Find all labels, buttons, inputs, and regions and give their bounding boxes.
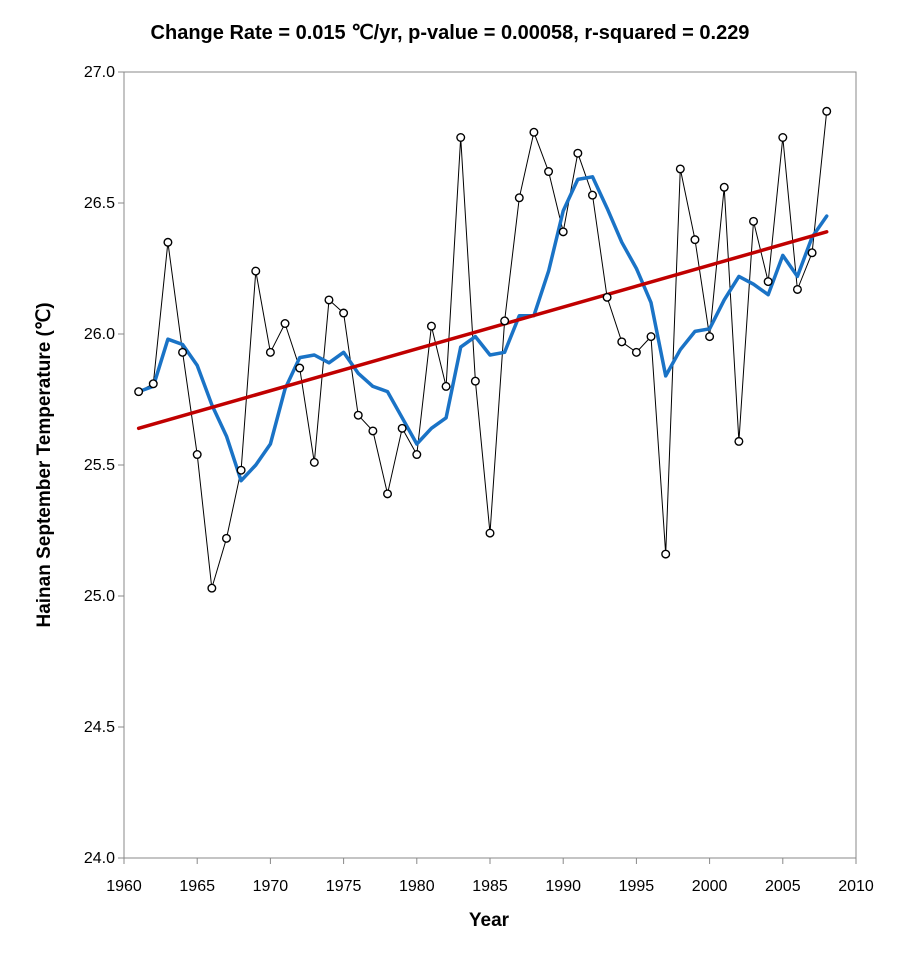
trend-series (136, 230, 829, 431)
data-point-marker (412, 450, 422, 460)
data-point-marker (426, 321, 436, 331)
data-point-marker (368, 426, 378, 436)
observed-series (138, 111, 828, 589)
data-point-marker (646, 332, 656, 342)
data-point-marker (265, 347, 275, 357)
data-point-marker (163, 237, 173, 247)
y-tick-label: 24.5 (84, 719, 115, 736)
y-tick-label: 26.5 (84, 195, 115, 212)
data-point-marker (573, 148, 583, 158)
plot-frame (123, 71, 857, 859)
trend-line (136, 230, 829, 431)
data-point-marker (456, 132, 466, 142)
x-tick-label: 1990 (545, 878, 581, 895)
y-tick-label: 25.5 (84, 457, 115, 474)
y-tick-label: 27.0 (84, 64, 115, 81)
x-tick-label: 1965 (179, 878, 215, 895)
x-tick-label: 2000 (692, 878, 728, 895)
y-axis-ticks: 24.0 24.5 25.0 25.5 26.0 26.5 27.0 (84, 64, 124, 867)
data-point-marker (236, 465, 246, 475)
data-point-marker (295, 363, 305, 373)
data-point-marker (192, 450, 202, 460)
data-point-marker (544, 167, 554, 177)
chart-title: Change Rate = 0.015 ℃/yr, p-value = 0.00… (151, 22, 750, 44)
data-point-marker (339, 308, 349, 318)
data-point-marker (690, 235, 700, 245)
data-point-marker (134, 387, 144, 397)
data-point-marker (587, 190, 597, 200)
x-tick-label: 2010 (838, 878, 874, 895)
data-point-marker (309, 457, 319, 467)
data-point-marker (661, 549, 671, 559)
x-tick-label: 1985 (472, 878, 508, 895)
smoothed-series (136, 175, 829, 483)
data-point-marker (807, 248, 817, 258)
x-tick-label: 1970 (253, 878, 289, 895)
data-point-marker (734, 436, 744, 446)
y-tick-label: 25.0 (84, 588, 115, 605)
observed-line (138, 111, 828, 589)
data-point-marker (617, 337, 627, 347)
data-point-marker (514, 193, 524, 203)
data-point-marker (441, 381, 451, 391)
data-point-marker (719, 182, 729, 192)
data-point-marker (485, 528, 495, 538)
observed-markers (134, 106, 832, 593)
data-point-marker (207, 583, 217, 593)
x-tick-label: 1960 (106, 878, 142, 895)
data-point-marker (353, 410, 363, 420)
data-point-marker (705, 332, 715, 342)
x-tick-label: 1980 (399, 878, 435, 895)
x-axis-ticks: 1960 1965 1970 1975 1980 1985 1990 1995 2000 2005… (106, 858, 874, 895)
y-axis-label: Hainan September Temperature (℃) (34, 302, 55, 627)
x-tick-label: 2005 (765, 878, 801, 895)
data-point-marker (822, 106, 832, 116)
data-point-marker (383, 489, 393, 499)
x-tick-label: 1995 (619, 878, 655, 895)
data-point-marker (749, 216, 759, 226)
data-point-marker (558, 227, 568, 237)
data-point-marker (148, 379, 158, 389)
data-point-marker (324, 295, 334, 305)
data-point-marker (251, 266, 261, 276)
data-point-marker (792, 284, 802, 294)
x-tick-label: 1975 (326, 878, 362, 895)
data-point-marker (178, 347, 188, 357)
data-point-marker (763, 277, 773, 287)
x-axis-label: Year (469, 910, 510, 931)
y-tick-label: 26.0 (84, 326, 115, 343)
smoothed-line (136, 175, 829, 483)
data-point-marker (529, 127, 539, 137)
data-point-marker (221, 533, 231, 543)
y-tick-label: 24.0 (84, 850, 115, 867)
data-point-marker (675, 164, 685, 174)
data-point-marker (397, 423, 407, 433)
plot-area-border (123, 71, 857, 859)
data-point-marker (470, 376, 480, 386)
data-point-marker (500, 316, 510, 326)
data-point-marker (631, 347, 641, 357)
data-point-marker (280, 319, 290, 329)
data-point-marker (602, 292, 612, 302)
data-point-marker (778, 132, 788, 142)
